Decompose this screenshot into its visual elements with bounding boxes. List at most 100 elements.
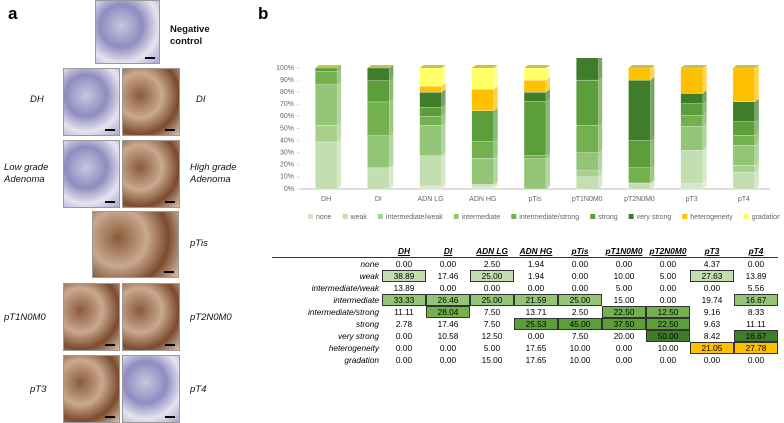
table-cell: 17.65 [525, 354, 547, 365]
table-cell: 8.33 [747, 306, 765, 317]
table-cell: 2.78 [395, 318, 413, 329]
table-cell: 0.00 [659, 258, 677, 269]
table-cell: 20.00 [613, 330, 635, 341]
bar-segment [680, 126, 703, 151]
bar-segment [471, 141, 494, 159]
bar-segment [523, 158, 547, 190]
bar-side [650, 77, 655, 141]
table-cell: pTis [571, 245, 589, 256]
bar-side [337, 122, 342, 142]
table-cell: 0.00 [703, 282, 721, 293]
chart: 0% 10% 20% 30% 40% 50% 60% 70% 80% 90% 100% DH DI ADN… [276, 58, 780, 221]
bar-side [337, 138, 342, 189]
table-row: intermediate/weak 13.89 0.00 0.00 0.00 0.00 5.… [272, 282, 778, 294]
table-row: none 0.00 0.00 2.50 1.94 0.00 0.00 0.00 4.37 0.00 [272, 258, 778, 271]
bar-side [754, 98, 759, 122]
table-cell: 21.05 [690, 342, 734, 354]
table-cell: DI [443, 245, 453, 256]
bar-segment [628, 167, 651, 184]
table-row: heterogeneity 0.00 0.00 5.00 17.65 10.00 0.00 1… [272, 342, 778, 354]
bar-side [598, 167, 603, 177]
table-cell [272, 245, 382, 258]
table-cell: 0.00 [571, 258, 589, 269]
bar-side [702, 123, 707, 151]
table-cell: 45.00 [558, 318, 602, 330]
bar-top [680, 65, 707, 68]
bar-side [337, 81, 342, 126]
bar-side [702, 180, 707, 189]
bar-side [545, 98, 550, 156]
table-cell: 25.00 [470, 270, 514, 282]
micrograph [122, 355, 180, 423]
table-cell: 50.00 [646, 330, 690, 342]
bar-segment [732, 135, 756, 146]
table-cell: 11.11 [746, 318, 766, 329]
table-cell: 0.00 [439, 354, 457, 365]
legend-label: none [316, 214, 332, 221]
table-cell: 0.00 [571, 282, 589, 293]
micrograph [122, 283, 180, 351]
bar-segment [680, 67, 703, 94]
table-cell: pT1N0M0 [605, 245, 643, 256]
legend-label: intermediate [462, 214, 501, 221]
bar-segment [628, 67, 651, 81]
image-label: pT1N0M0 [4, 312, 46, 323]
bar-side [441, 65, 446, 87]
bar-side [441, 122, 446, 156]
bar-segment [523, 101, 547, 156]
bar-side [650, 65, 655, 81]
legend-swatch [377, 214, 383, 219]
bar-side [337, 65, 342, 72]
bar-top [315, 65, 342, 68]
y-tick-label: 40% [280, 137, 294, 144]
bar-side [598, 58, 603, 81]
table-cell: 21.59 [514, 294, 558, 306]
table-cell: 37.50 [602, 318, 646, 330]
table-cell: 19.74 [701, 294, 723, 305]
bar-segment [471, 186, 494, 190]
bar-segment [314, 67, 338, 72]
table-cell: 0.00 [615, 342, 633, 353]
y-tick-label: 100% [276, 65, 294, 72]
table-cell: 2.50 [483, 258, 501, 269]
table-cell: 0.00 [439, 342, 457, 353]
bar-segment [314, 71, 338, 85]
bar-segment [680, 115, 703, 127]
bar-segment [680, 93, 703, 104]
micrograph [63, 140, 120, 208]
bar-side [598, 173, 603, 189]
y-tick-label: 50% [280, 125, 294, 132]
table-header: DH DI ADN LG ADN HG pTis pT1N0M0 pT2N0M0 pT3 pT4 [272, 245, 778, 258]
table-cell: 1.94 [527, 270, 545, 281]
bar-side [389, 164, 394, 189]
bar-segment [523, 79, 547, 93]
bar-segment [419, 185, 442, 190]
table-cell: 5.56 [747, 282, 765, 293]
y-tick-label: 60% [280, 113, 294, 120]
image-label: DI [196, 94, 206, 105]
table-row: gradation 0.00 0.00 15.00 17.65 10.00 0.00 0.00… [272, 354, 778, 366]
bar-side [545, 152, 550, 159]
bar-side [441, 89, 446, 108]
table-cell: 10.00 [569, 342, 591, 353]
table-cell: 0.00 [439, 282, 457, 293]
bar-segment [314, 141, 338, 190]
bar-side [441, 152, 446, 186]
bar-top [471, 64, 498, 68]
legend-swatch [308, 214, 313, 219]
bar-segment [471, 158, 494, 185]
image-label: pT2N0M0 [190, 312, 232, 323]
legend-swatch [628, 214, 634, 219]
bar-side [702, 100, 707, 116]
micrograph [63, 283, 120, 351]
bar-segment [367, 101, 390, 137]
image-label: Low grade Adenoma [4, 162, 49, 185]
bar-segment [732, 121, 756, 136]
table-cell: 0.00 [659, 294, 677, 305]
y-tick-label: 30% [280, 150, 294, 157]
x-tick-label: DI [375, 196, 382, 203]
table-cell: 0.00 [615, 258, 633, 269]
bar-segment [576, 58, 599, 81]
legend-label: intermediate/strong [519, 214, 579, 221]
table-cell: very strong [337, 330, 379, 341]
